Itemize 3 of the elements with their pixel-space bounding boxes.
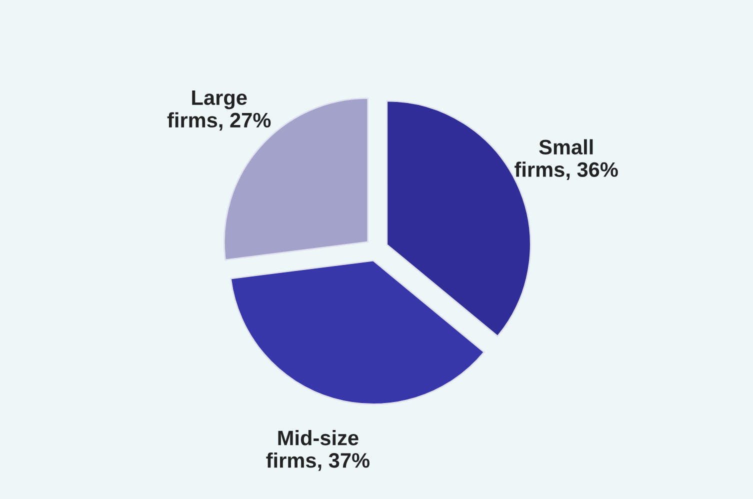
slice-label: Large firms, 27% (167, 90, 271, 131)
slice-label: Small firms, 36% (514, 139, 618, 180)
slice-label: Mid-size firms, 37% (266, 430, 370, 471)
